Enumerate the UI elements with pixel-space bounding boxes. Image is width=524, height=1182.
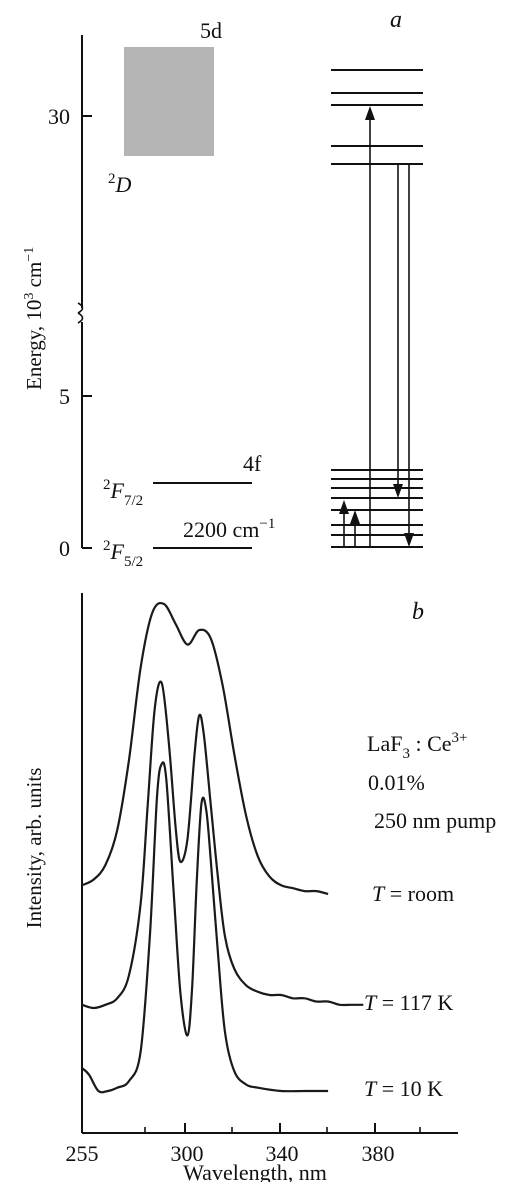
gap-label: 2200 cm−1 <box>183 516 275 542</box>
axis-break-mark <box>77 302 84 324</box>
xtick-label-300: 300 <box>171 1141 204 1166</box>
term-2f52-label: 2F5/2 <box>103 538 143 570</box>
xtick-label-380: 380 <box>362 1141 395 1166</box>
tick-0-label: 0 <box>59 536 70 561</box>
material-label: LaF3 : Ce3+ <box>367 730 468 762</box>
panel-a: a 30 5 0 Energy, 103 cm−1 5d 2D 4f 2F7/2 <box>22 7 423 570</box>
pump-label: 250 nm pump <box>374 808 496 833</box>
emission-arrow-1-head <box>393 484 403 498</box>
energy-axis-label: Energy, 103 cm−1 <box>22 247 46 390</box>
relax-arrow-1-head <box>339 500 349 514</box>
xtick-label-340: 340 <box>266 1141 299 1166</box>
curve-label-117k: T = 117 K <box>364 990 453 1015</box>
5d-band <box>124 47 214 156</box>
pump-arrow-head <box>365 106 375 120</box>
transition-arrows <box>339 106 414 547</box>
spectrum-curve-10k <box>81 761 329 1094</box>
panel-b-label: b <box>412 599 424 625</box>
term-2f72-label: 2F7/2 <box>103 477 143 509</box>
y-axis-label: Intensity, arb. units <box>22 768 46 929</box>
f-shell-label: 4f <box>243 451 262 476</box>
curve-label-room: T = room <box>372 881 454 906</box>
panel-b: b 255 300 340 380 Wavelength, nm Intensi… <box>22 593 496 1182</box>
band-5d-label: 5d <box>200 18 222 43</box>
spectrum-curve-117k <box>81 680 364 1010</box>
xtick-label-255: 255 <box>66 1141 99 1166</box>
concentration-label: 0.01% <box>368 770 425 795</box>
lower-levels <box>331 469 423 548</box>
relax-arrow-2-head <box>350 510 360 524</box>
curve-label-10k: T = 10 K <box>364 1076 443 1101</box>
upper-levels <box>331 69 423 165</box>
spectrum-curve-room <box>81 601 329 896</box>
tick-5-label: 5 <box>59 384 70 409</box>
x-axis-label: Wavelength, nm <box>183 1160 327 1182</box>
term-2d-label: 2D <box>108 171 132 197</box>
panel-a-label: a <box>390 7 402 33</box>
emission-arrow-2-head <box>404 533 414 547</box>
tick-30-label: 30 <box>48 104 70 129</box>
